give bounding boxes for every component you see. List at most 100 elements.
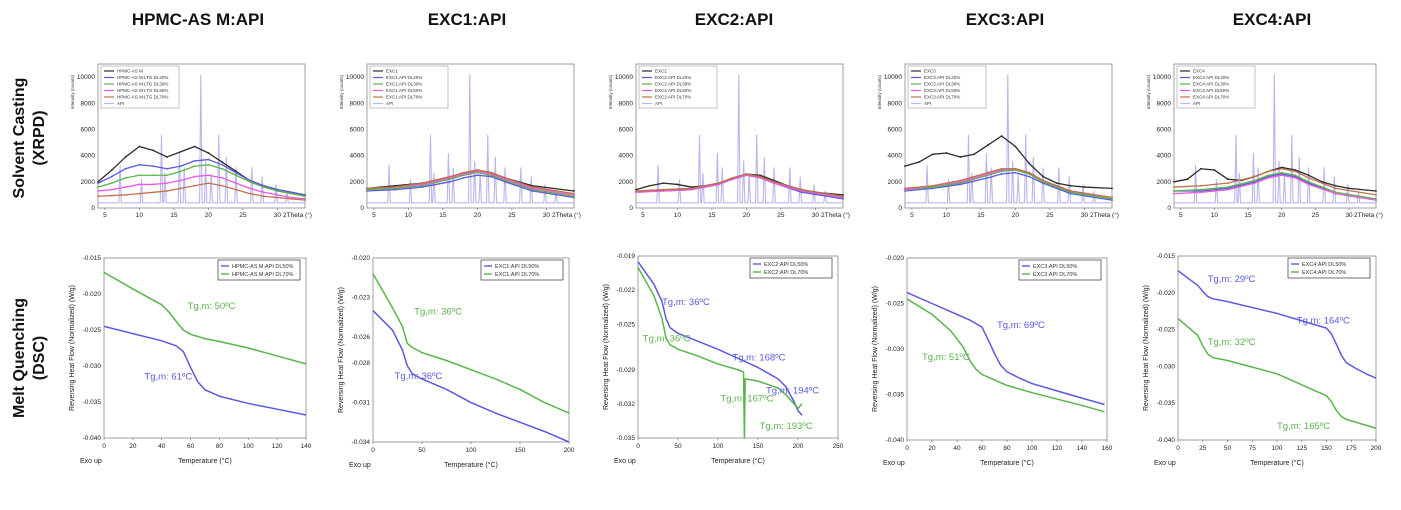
- dsc-5-xtick-4: 100: [1272, 445, 1283, 452]
- dsc-5-plot-area: [1177, 255, 1377, 441]
- xrpd-4-point-0-7: [1000, 135, 1003, 137]
- dsc-1-annotation-1: Tg,m: 61ºC: [144, 372, 192, 383]
- xrpd-5-point-4-5: [1280, 167, 1283, 170]
- xrpd-4-legend-label-2: EXC3:API DL30%: [924, 82, 960, 87]
- xrpd-5-legend-label-3: EXC4:API DL50%: [1193, 88, 1229, 93]
- xrpd-4-ytick-0: 0: [898, 205, 902, 212]
- dsc-5-legend-label-0: EXC4:API DL50%: [1302, 262, 1346, 268]
- dsc-5-xtick-7: 175: [1346, 445, 1357, 452]
- dsc-chart-5-svg: 0 25 50 75 100 125 150 175 200 -0.040 -0.035 -0.030…: [1143, 253, 1382, 467]
- xrpd-2-legend-label-3: EXC1:API DL50%: [386, 88, 422, 93]
- xrpd-5-point-4-4: [1267, 170, 1270, 173]
- dsc-2-ytick-4: -0.023: [352, 294, 371, 301]
- xrpd-4-point-3-4: [1000, 169, 1003, 171]
- xrpd-1-point-1-8: [207, 158, 210, 161]
- xrpd-chart-2-svg: 5 10 15 20 25 30 0 2000 4000 6000 8000 10000 2Theta …: [339, 63, 581, 219]
- xrpd-1-point-4-3: [138, 192, 141, 195]
- xrpd-1-legend-label-2: HPMC-AS M:LTG DL30%: [117, 82, 168, 87]
- row-label-dsc: Melt Quenching (DSC): [10, 258, 50, 458]
- xrpd-1-point-4-12: [262, 195, 265, 198]
- xrpd-4-point-0-1: [917, 161, 920, 164]
- xrpd-1-xtick-2: 15: [170, 212, 178, 219]
- xrpd-2-series-4: [366, 169, 575, 195]
- xrpd-4-point-4-3: [986, 171, 989, 174]
- xrpd-2-point-3-9: [573, 194, 575, 196]
- xrpd-4-point-2-2: [959, 182, 962, 185]
- dsc-2-xtick-2: 100: [466, 447, 477, 454]
- xrpd-5-point-3-5: [1280, 174, 1283, 177]
- xrpd-3-series-3: [635, 174, 844, 199]
- xrpd-1-ytick-2: 4000: [81, 153, 96, 160]
- dsc-1-legend-label-1: HPMC-AS M:API DL70%: [232, 272, 294, 278]
- xrpd-3-point-0-1: [648, 184, 651, 187]
- xrpd-5-xlabel: 2Theta (°): [1354, 211, 1383, 219]
- xrpd-5-xtick-0: 5: [1179, 212, 1183, 219]
- dsc-3-series-0: [637, 261, 803, 416]
- xrpd-4-ytick-4: 8000: [888, 100, 903, 107]
- xrpd-4-point-1-3: [986, 176, 989, 179]
- dsc-3-series-1: [637, 267, 803, 439]
- xrpd-2-point-2-9: [573, 195, 575, 198]
- xrpd-4-point-4-5: [1014, 167, 1017, 170]
- xrpd-1-point-2-8: [207, 163, 210, 166]
- xrpd-3-point-4-7: [773, 180, 775, 183]
- xrpd-2-point-4-4: [462, 171, 465, 174]
- xrpd-5-point-2-6: [1294, 174, 1297, 177]
- dsc-chart-3-svg: 0 50 100 150 200 250 -0.035 -0.032 -0.029 -0.025 -…: [603, 253, 844, 465]
- dsc-5-ytick-0: -0.040: [1157, 437, 1176, 444]
- dsc-2-legend-box: [480, 259, 564, 281]
- dsc-3-exo-up: Exo up: [614, 458, 636, 465]
- dsc-chart-4: 0 20 40 60 80 100 120 140 160 -0.040 -0.035 -0.030 -…: [867, 250, 1135, 485]
- xrpd-4-series-4: [904, 168, 1113, 199]
- xrpd-1-point-2-15: [304, 195, 306, 198]
- xrpd-1-point-3-12: [262, 191, 265, 194]
- xrpd-4-legend-box: [907, 65, 987, 109]
- xrpd-5-point-3-6: [1294, 176, 1297, 179]
- dsc-5-ylabel: Reversing Heat Flow (Normalized) (W/g): [1143, 285, 1150, 411]
- xrpd-5-point-0-10: [1307, 174, 1310, 177]
- xrpd-3-point-4-6: [759, 175, 762, 178]
- xrpd-2-ylabel: Intensity (counts): [339, 74, 344, 109]
- xrpd-3-point-0-2: [662, 182, 665, 185]
- xrpd-4-point-2-5: [1014, 169, 1017, 171]
- xrpd-2-point-4-0: [366, 187, 368, 190]
- dsc-5-xtick-1: 25: [1199, 445, 1207, 452]
- dsc-3-legend-label-0: EXC2:API DL50%: [764, 262, 808, 268]
- xrpd-1-point-0-6: [179, 150, 182, 153]
- xrpd-2-point-1-1: [393, 188, 396, 191]
- xrpd-4-xtick-4: 25: [1046, 212, 1054, 219]
- xrpd-3-point-3-9: [842, 196, 844, 199]
- xrpd-5-point-0-0: [1173, 180, 1175, 183]
- xrpd-2-legend-label-1: EXC1:API DL20%: [386, 75, 422, 80]
- dsc-4-annotation-1: Tg,m: 51ºC: [922, 352, 970, 363]
- xrpd-4-point-0-3: [945, 152, 948, 154]
- xrpd-1-point-4-11: [248, 192, 251, 195]
- xrpd-1-point-4-2: [124, 194, 127, 196]
- dsc-chart-1: 0 20 40 60 80 100 120 140 -0.040 -0.035 -0.030 -0.0…: [60, 250, 328, 485]
- xrpd-3-xtick-3: 20: [743, 212, 751, 219]
- dsc-5-legend-label-1: EXC4:API DL70%: [1302, 270, 1346, 276]
- xrpd-2-point-1-7: [504, 180, 506, 183]
- dsc-4-xlabel: Temperature (°C): [980, 459, 1034, 467]
- dsc-5-xtick-0: 0: [1176, 445, 1180, 452]
- xrpd-4-legend-label-5: API: [924, 101, 931, 106]
- xrpd-5-point-0-13: [1348, 187, 1350, 190]
- dsc-5-exo-up: Exo up: [1154, 460, 1176, 467]
- xrpd-5-point-4-3: [1253, 175, 1256, 178]
- xrpd-2-legend-box: [369, 65, 449, 109]
- dsc-4-ytick-4: -0.020: [886, 255, 905, 262]
- dsc-3-legend-label-1: EXC2:API DL70%: [764, 270, 808, 276]
- dsc-2-series-0: [372, 310, 570, 443]
- dsc-1-xtick-7: 140: [301, 443, 312, 450]
- dsc-5-annotation-3: Tg,m: 165ºC: [1277, 421, 1330, 432]
- xrpd-4-series-2: [904, 169, 1113, 200]
- xrpd-3-ytick-0: 0: [629, 205, 633, 212]
- xrpd-2-xtick-0: 5: [372, 212, 376, 219]
- xrpd-1-series-1: [97, 158, 306, 196]
- xrpd-1-point-2-3: [138, 174, 141, 177]
- xrpd-3-xtick-4: 25: [777, 212, 785, 219]
- dsc-3-annotation-1: Tg,m: 36ºC: [643, 333, 691, 344]
- xrpd-1-point-1-15: [304, 194, 306, 196]
- xrpd-5-xtick-4: 25: [1312, 212, 1320, 219]
- xrpd-5-point-2-3: [1253, 179, 1256, 182]
